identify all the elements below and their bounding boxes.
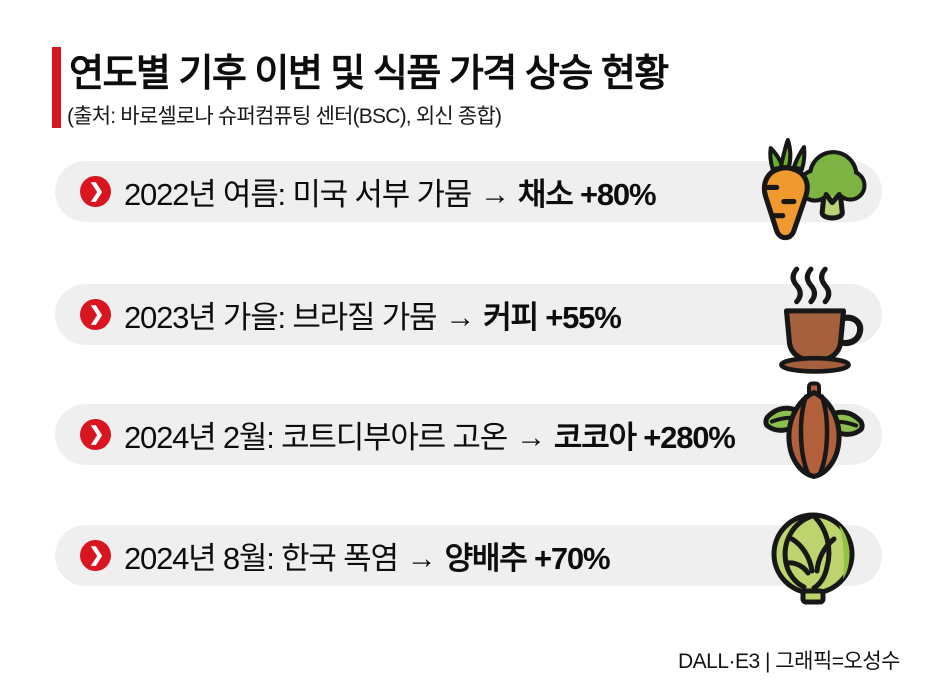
credit-line: DALL·E3 | 그래픽=오성수 [677, 650, 901, 673]
carrot-broccoli-icon [746, 135, 870, 250]
arrow-icon: → [406, 542, 437, 575]
cocoa-pod-icon [758, 380, 870, 485]
arrow-icon: → [516, 421, 546, 454]
cabbage-icon [762, 507, 866, 609]
chevron-bullet-icon: ❯ [80, 176, 111, 207]
row-text: 2024년 2월: 코트디부아르 고온 → 코코아 +280% [124, 412, 736, 457]
row-highlight: 커피 +55% [483, 300, 622, 335]
steam-icon [790, 266, 832, 305]
row-prefix: 2024년 8월: 한국 폭염 [124, 541, 399, 576]
chevron-bullet-icon: ❯ [80, 299, 111, 330]
row-2022-summer: ❯ 2022년 여름: 미국 서부 가뭄 → 채소 +80% [55, 161, 882, 222]
row-prefix: 2023년 가을: 브라질 가뭄 [124, 300, 438, 335]
row-highlight: 코코아 +280% [553, 420, 736, 455]
row-highlight: 채소 +80% [517, 177, 657, 212]
chevron-glyph: ❯ [88, 545, 105, 566]
chevron-glyph: ❯ [88, 304, 105, 325]
row-text: 2024년 8월: 한국 폭염 → 양배추 +70% [124, 533, 611, 578]
row-2023-fall: ❯ 2023년 가을: 브라질 가뭄 → 커피 +55% [55, 284, 882, 345]
source-line: (출처: 바로셀로나 슈퍼컴퓨팅 센터(BSC), 외신 종합) [67, 105, 502, 128]
row-text: 2022년 여름: 미국 서부 가뭄 → 채소 +80% [124, 169, 657, 214]
chevron-glyph: ❯ [88, 424, 105, 445]
page-title: 연도별 기후 이변 및 식품 가격 상승 현황 [69, 53, 669, 95]
chevron-bullet-icon: ❯ [80, 540, 111, 571]
chevron-glyph: ❯ [88, 181, 105, 202]
row-2024-february: ❯ 2024년 2월: 코트디부아르 고온 → 코코아 +280% [55, 404, 882, 465]
chevron-bullet-icon: ❯ [80, 419, 111, 450]
title-accent-bar [52, 47, 61, 128]
coffee-cup-icon [762, 262, 868, 374]
row-text: 2023년 가을: 브라질 가뭄 → 커피 +55% [124, 292, 622, 337]
arrow-icon: → [445, 301, 475, 334]
row-2024-august: ❯ 2024년 8월: 한국 폭염 → 양배추 +70% [55, 525, 882, 586]
carrot-icon [761, 138, 810, 241]
arrow-icon: → [480, 178, 510, 211]
row-highlight: 양배추 +70% [444, 541, 611, 576]
row-prefix: 2024년 2월: 코트디부아르 고온 [124, 420, 508, 455]
row-prefix: 2022년 여름: 미국 서부 가뭄 [124, 177, 472, 212]
broccoli-icon [797, 150, 867, 221]
